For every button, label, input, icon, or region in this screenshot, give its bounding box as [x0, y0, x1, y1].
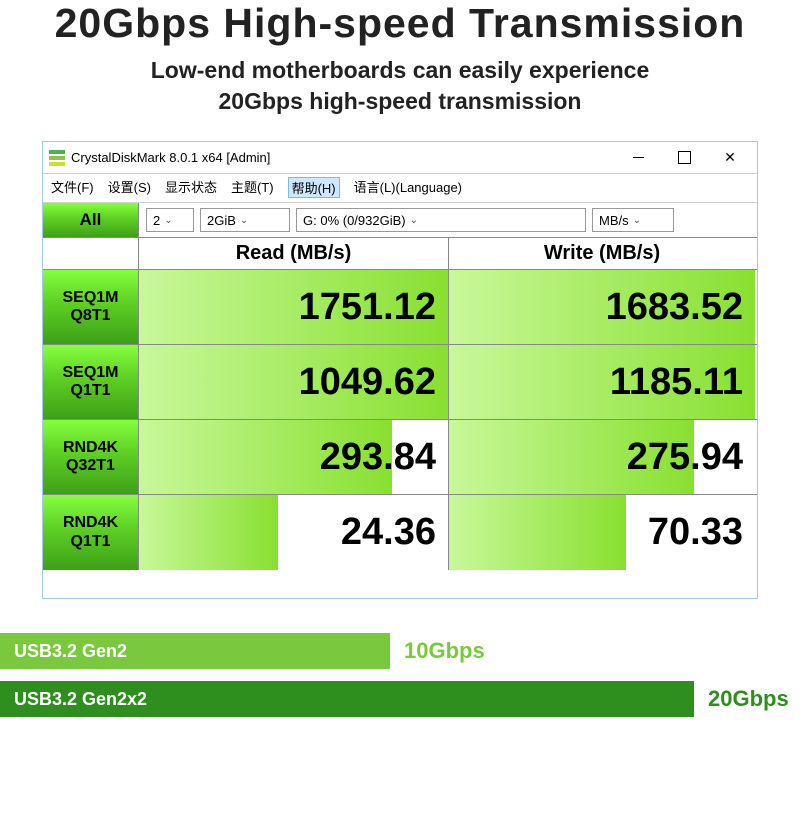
test-l1: RND4K [63, 514, 118, 532]
drive-value: G: 0% (0/932GiB) [303, 213, 406, 228]
write-value: 70.33 [648, 511, 743, 554]
read-cell: 1751.12 [139, 270, 449, 344]
test-l2: Q1T1 [70, 533, 110, 551]
titlebar: CrystalDiskMark 8.0.1 x64 [Admin] [43, 142, 757, 174]
read-value: 1751.12 [299, 286, 436, 329]
crystaldiskmark-window: CrystalDiskMark 8.0.1 x64 [Admin] 文件(F) … [42, 141, 758, 599]
write-value: 1683.52 [606, 286, 743, 329]
write-cell: 70.33 [449, 495, 755, 570]
write-cell: 1683.52 [449, 270, 755, 344]
read-value: 293.84 [320, 436, 436, 479]
bar-gen2x2-label: USB3.2 Gen2x2 [14, 689, 147, 710]
menu-theme[interactable]: 主题(T) [231, 177, 274, 198]
bar-gen2-label: USB3.2 Gen2 [14, 641, 127, 662]
app-icon [49, 150, 65, 166]
read-value: 24.36 [341, 511, 436, 554]
bar-gen2x2-speed: 20Gbps [708, 686, 789, 712]
test-l1: SEQ1M [62, 364, 118, 382]
page-heading: 20Gbps High-speed Transmission [0, 0, 800, 47]
subline-2: 20Gbps high-speed transmission [219, 88, 582, 114]
test-button-2[interactable]: RND4KQ32T1 [43, 420, 139, 494]
table-row: SEQ1MQ8T1 1751.12 1683.52 [43, 270, 757, 345]
count-value: 2 [153, 213, 160, 228]
test-l2: Q32T1 [66, 457, 115, 475]
read-value: 1049.62 [299, 361, 436, 404]
read-cell: 1049.62 [139, 345, 449, 419]
all-button[interactable]: All [43, 203, 139, 237]
chevron-down-icon: ⌄ [410, 215, 418, 226]
menu-view[interactable]: 显示状态 [165, 177, 217, 198]
test-button-3[interactable]: RND4KQ1T1 [43, 495, 139, 570]
maximize-button[interactable] [661, 143, 707, 173]
close-button[interactable] [707, 143, 753, 173]
write-cell: 275.94 [449, 420, 755, 494]
menubar: 文件(F) 设置(S) 显示状态 主题(T) 帮助(H) 语言(L)(Langu… [43, 174, 757, 203]
table-row: RND4KQ1T1 24.36 70.33 [43, 495, 757, 570]
page-subheading: Low-end motherboards can easily experien… [0, 55, 800, 117]
table-row: SEQ1MQ1T1 1049.62 1185.11 [43, 345, 757, 420]
test-l1: SEQ1M [62, 289, 118, 307]
bar-gen2-speed: 10Gbps [404, 638, 485, 664]
test-button-0[interactable]: SEQ1MQ8T1 [43, 270, 139, 344]
drive-select[interactable]: G: 0% (0/932GiB) ⌄ [296, 208, 586, 232]
unit-value: MB/s [599, 213, 629, 228]
read-cell: 293.84 [139, 420, 449, 494]
usb-bar-gen2x2: USB3.2 Gen2x2 [0, 681, 694, 717]
count-select[interactable]: 2 ⌄ [146, 208, 194, 232]
write-value: 1185.11 [610, 361, 743, 404]
menu-language[interactable]: 语言(L)(Language) [354, 177, 462, 198]
menu-help[interactable]: 帮助(H) [288, 177, 340, 198]
chevron-down-icon: ⌄ [240, 215, 248, 226]
unit-select[interactable]: MB/s ⌄ [592, 208, 674, 232]
chevron-down-icon: ⌄ [633, 215, 641, 226]
test-button-1[interactable]: SEQ1MQ1T1 [43, 345, 139, 419]
chevron-down-icon: ⌄ [164, 215, 172, 226]
usb-bar-gen2: USB3.2 Gen2 [0, 633, 390, 669]
menu-settings[interactable]: 设置(S) [108, 177, 151, 198]
size-value: 2GiB [207, 213, 236, 228]
header-write: Write (MB/s) [449, 238, 755, 269]
minimize-button[interactable] [615, 143, 661, 173]
window-title: CrystalDiskMark 8.0.1 x64 [Admin] [71, 150, 615, 165]
bar-row-gen2x2: USB3.2 Gen2x2 20Gbps [0, 681, 800, 717]
test-l2: Q1T1 [70, 382, 110, 400]
size-select[interactable]: 2GiB ⌄ [200, 208, 290, 232]
window-controls [615, 143, 753, 173]
read-cell: 24.36 [139, 495, 449, 570]
write-value: 275.94 [627, 436, 743, 479]
bar-row-gen2: USB3.2 Gen2 10Gbps [0, 633, 800, 669]
table-row: RND4KQ32T1 293.84 275.94 [43, 420, 757, 495]
write-cell: 1185.11 [449, 345, 755, 419]
subline-1: Low-end motherboards can easily experien… [151, 57, 650, 83]
test-l2: Q8T1 [70, 307, 110, 325]
comparison-bars: USB3.2 Gen2 10Gbps USB3.2 Gen2x2 20Gbps [0, 633, 800, 717]
table-header: Read (MB/s) Write (MB/s) [43, 238, 757, 270]
toolbar-row: All 2 ⌄ 2GiB ⌄ G: 0% (0/932GiB) ⌄ MB/s ⌄ [43, 203, 757, 238]
header-read: Read (MB/s) [139, 238, 449, 269]
test-l1: RND4K [63, 439, 118, 457]
menu-file[interactable]: 文件(F) [51, 177, 94, 198]
